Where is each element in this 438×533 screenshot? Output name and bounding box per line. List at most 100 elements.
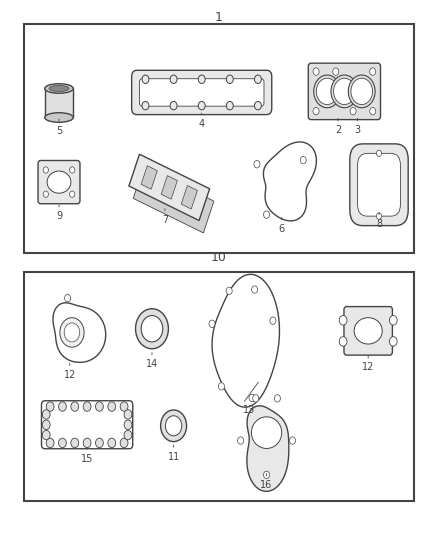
Circle shape (71, 402, 79, 411)
Circle shape (300, 157, 306, 164)
Circle shape (71, 438, 79, 448)
Circle shape (120, 402, 128, 411)
Circle shape (43, 167, 49, 173)
Circle shape (254, 75, 261, 84)
Circle shape (198, 101, 205, 110)
Ellipse shape (251, 417, 282, 448)
Circle shape (59, 402, 66, 411)
Circle shape (108, 402, 116, 411)
Ellipse shape (49, 85, 69, 92)
Circle shape (141, 316, 163, 342)
Circle shape (42, 420, 50, 430)
Circle shape (65, 294, 71, 302)
Circle shape (334, 78, 355, 104)
FancyBboxPatch shape (38, 160, 80, 204)
Circle shape (70, 167, 75, 173)
Text: 6: 6 (279, 224, 285, 235)
Circle shape (42, 430, 50, 440)
FancyBboxPatch shape (350, 144, 408, 225)
Bar (45, 88, 73, 117)
Text: 14: 14 (146, 359, 158, 369)
Circle shape (370, 108, 376, 115)
Circle shape (254, 101, 261, 110)
Circle shape (264, 471, 270, 479)
Circle shape (251, 286, 258, 293)
Ellipse shape (45, 112, 73, 122)
Text: 1: 1 (215, 11, 223, 24)
Text: 11: 11 (167, 451, 180, 462)
Circle shape (226, 101, 233, 110)
FancyBboxPatch shape (344, 306, 392, 355)
Circle shape (226, 287, 232, 295)
Circle shape (333, 68, 339, 75)
Circle shape (254, 160, 260, 168)
FancyBboxPatch shape (132, 70, 272, 115)
Polygon shape (263, 142, 316, 221)
Polygon shape (129, 154, 210, 221)
Circle shape (226, 75, 233, 84)
Circle shape (376, 213, 381, 219)
Circle shape (389, 337, 397, 346)
Text: 10: 10 (211, 251, 227, 263)
Circle shape (389, 316, 397, 325)
Circle shape (166, 416, 182, 436)
Text: 5: 5 (56, 126, 62, 136)
Text: 12: 12 (64, 370, 76, 380)
Circle shape (348, 75, 375, 108)
Circle shape (237, 437, 244, 444)
Circle shape (264, 211, 269, 219)
Circle shape (83, 438, 91, 448)
Circle shape (249, 394, 255, 402)
Circle shape (316, 78, 338, 104)
Circle shape (313, 68, 319, 75)
Circle shape (370, 68, 376, 75)
Circle shape (313, 108, 319, 115)
Circle shape (43, 191, 49, 197)
Circle shape (64, 323, 80, 342)
FancyBboxPatch shape (139, 79, 264, 106)
Circle shape (314, 75, 340, 108)
Polygon shape (181, 185, 198, 209)
Circle shape (170, 101, 177, 110)
Circle shape (161, 410, 187, 442)
Circle shape (124, 410, 132, 419)
Text: 16: 16 (261, 480, 273, 490)
Polygon shape (247, 406, 289, 491)
Circle shape (170, 75, 177, 84)
Circle shape (120, 438, 128, 448)
Circle shape (95, 438, 103, 448)
Circle shape (339, 316, 347, 325)
Circle shape (142, 101, 149, 110)
FancyBboxPatch shape (42, 401, 133, 449)
Circle shape (376, 150, 381, 157)
Circle shape (142, 75, 149, 84)
Polygon shape (141, 166, 157, 189)
Circle shape (46, 438, 54, 448)
Text: 4: 4 (199, 119, 205, 130)
Circle shape (209, 320, 215, 327)
Circle shape (46, 402, 54, 411)
FancyBboxPatch shape (308, 63, 381, 119)
Text: 2: 2 (335, 125, 341, 135)
Text: 7: 7 (162, 215, 168, 225)
Circle shape (124, 430, 132, 440)
Polygon shape (133, 166, 214, 233)
Text: 15: 15 (81, 454, 93, 464)
Circle shape (60, 318, 84, 347)
Circle shape (219, 383, 224, 390)
Text: 12: 12 (362, 362, 374, 373)
Text: 3: 3 (354, 125, 360, 135)
Circle shape (274, 394, 280, 402)
Polygon shape (53, 303, 106, 362)
Circle shape (108, 438, 116, 448)
Ellipse shape (354, 318, 382, 344)
Circle shape (350, 108, 356, 115)
Circle shape (331, 75, 358, 108)
Bar (25, 24, 413, 253)
Circle shape (83, 402, 91, 411)
Circle shape (351, 78, 372, 104)
Circle shape (198, 75, 205, 84)
Circle shape (270, 317, 276, 325)
Polygon shape (212, 274, 279, 407)
Circle shape (253, 394, 259, 402)
